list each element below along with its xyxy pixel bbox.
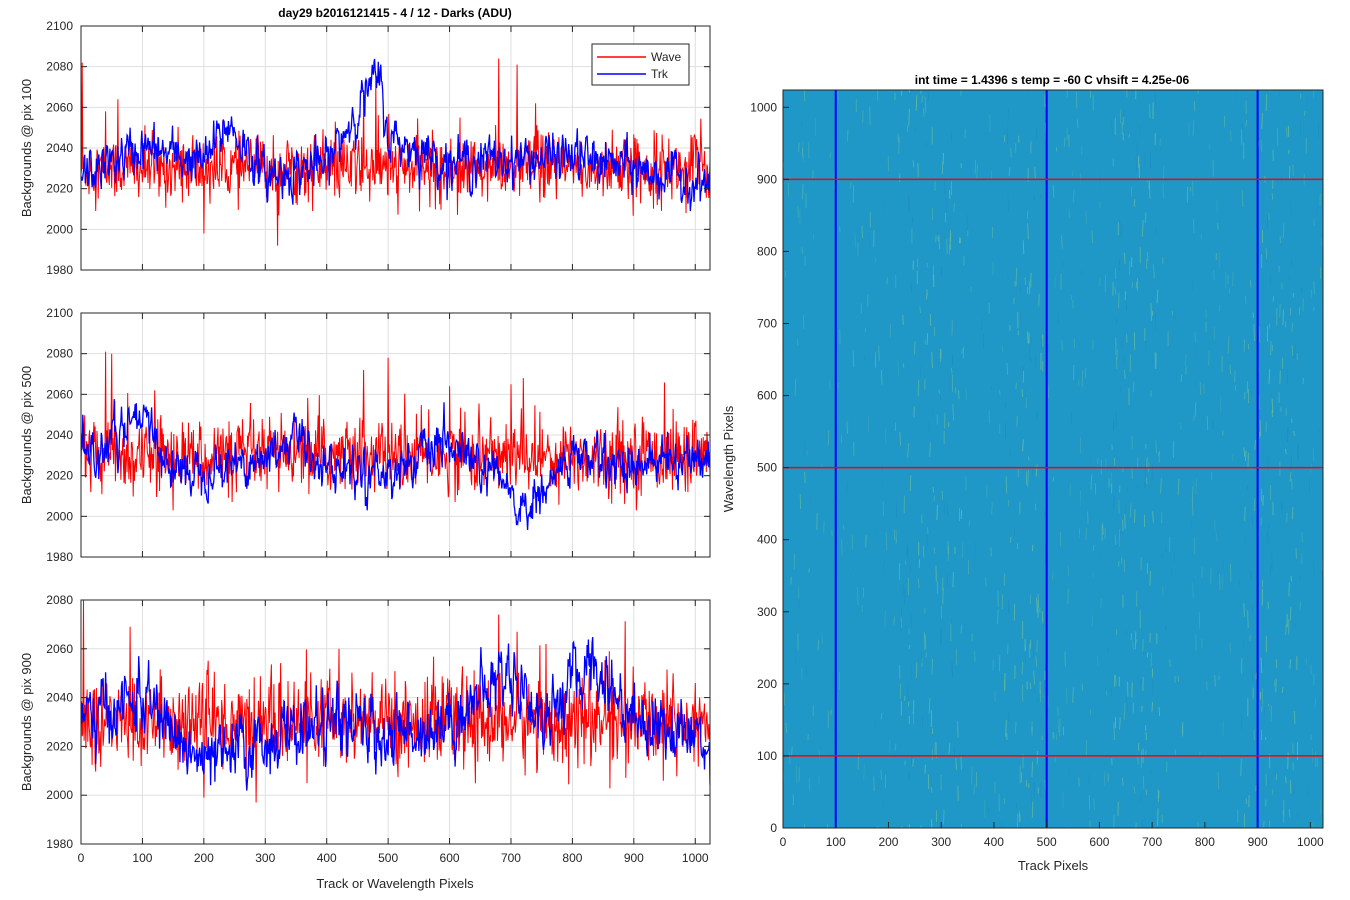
heatmap-y-tick-label: 600 <box>757 389 777 403</box>
panel-1-series-trk <box>81 58 710 212</box>
y-tick-label: 2100 <box>46 306 73 320</box>
heatmap-x-tick-label: 200 <box>878 835 898 849</box>
y-tick-label: 2080 <box>46 593 73 607</box>
panel-1-ticks: 1980 2000 2020 2040 2060 2080 2100 <box>46 19 710 277</box>
legend: Wave Trk <box>591 43 690 86</box>
y-tick-label: 2080 <box>46 347 73 361</box>
panel-2-series-trk <box>81 398 710 531</box>
y-tick-label: 2060 <box>46 642 73 656</box>
heatmap-y-tick-label: 700 <box>757 317 777 331</box>
x-tick-label: 400 <box>317 851 337 865</box>
y-tick-label: 2060 <box>46 100 73 114</box>
x-tick-label: 800 <box>562 851 582 865</box>
x-tick-label: 100 <box>132 851 152 865</box>
heatmap-panel: int time = 1.4396 s temp = -60 C vhsift … <box>721 73 1324 873</box>
y-tick-label: 2000 <box>46 788 73 802</box>
panel-3-ylabel: Backgrounds @ pix 900 <box>19 653 34 791</box>
panel-2: 1980 2000 2020 2040 2060 2080 2100 Backgrounds… <box>19 306 711 564</box>
y-tick-label: 2040 <box>46 141 73 155</box>
x-tick-label: 700 <box>501 851 521 865</box>
panel-1-plot-area <box>81 58 710 246</box>
heatmap-ticks: 0 100 200 300 400 500 600 700 800 900 1000 0 100 200 3… <box>750 100 1324 849</box>
x-tick-label: 600 <box>440 851 460 865</box>
heatmap-image <box>783 90 1323 828</box>
y-tick-label: 2000 <box>46 509 73 523</box>
heatmap-frame <box>782 89 1324 829</box>
heatmap-x-tick-label: 400 <box>984 835 1004 849</box>
panel-3-plot-area <box>81 600 710 803</box>
legend-wave-label: Wave <box>651 50 682 64</box>
heatmap-y-tick-label: 0 <box>770 821 777 835</box>
heatmap-x-tick-label: 500 <box>1037 835 1057 849</box>
heatmap-y-tick-label: 400 <box>757 533 777 547</box>
panel-2-ylabel: Backgrounds @ pix 500 <box>19 366 34 504</box>
panel-3-frame <box>80 599 711 845</box>
y-tick-label: 2020 <box>46 182 73 196</box>
heatmap-title: int time = 1.4396 s temp = -60 C vhsift … <box>915 73 1190 87</box>
y-tick-label: 2080 <box>46 60 73 74</box>
heatmap-x-tick-label: 700 <box>1142 835 1162 849</box>
heatmap-ylabel: Wavelength Pixels <box>721 405 736 512</box>
heatmap-y-tick-label: 300 <box>757 605 777 619</box>
heatmap-x-tick-label: 300 <box>931 835 951 849</box>
heatmap-x-tick-label: 900 <box>1248 835 1268 849</box>
heatmap-y-tick-label: 1000 <box>750 100 777 114</box>
heatmap-x-tick-label: 1000 <box>1297 835 1324 849</box>
heatmap-x-tick-label: 600 <box>1089 835 1109 849</box>
panel-2-plot-area <box>81 351 710 531</box>
heatmap-y-tick-label: 200 <box>757 677 777 691</box>
heatmap-x-tick-label: 0 <box>780 835 787 849</box>
y-tick-label: 2100 <box>46 19 73 33</box>
heatmap-markers <box>783 90 1323 828</box>
y-tick-label: 2020 <box>46 739 73 753</box>
heatmap-y-tick-label: 900 <box>757 172 777 186</box>
x-tick-label: 200 <box>194 851 214 865</box>
x-tick-label: 900 <box>624 851 644 865</box>
heatmap-y-tick-label: 800 <box>757 244 777 258</box>
legend-box <box>591 43 690 86</box>
figure-title: day29 b2016121415 - 4 / 12 - Darks (ADU) <box>278 6 511 20</box>
heatmap-y-tick-label: 100 <box>757 749 777 763</box>
panel-3-ticks: 0 100 200 300 400 500 600 700 800 900 1000 1980 2000… <box>46 593 710 865</box>
heatmap-x-tick-label: 100 <box>826 835 846 849</box>
x-tick-label: 500 <box>378 851 398 865</box>
y-tick-label: 1980 <box>46 837 73 851</box>
panel-2-ticks: 1980 2000 2020 2040 2060 2080 2100 <box>46 306 710 564</box>
heatmap-xlabel: Track Pixels <box>1018 858 1089 873</box>
legend-trk-label: Trk <box>651 67 669 81</box>
y-tick-label: 2040 <box>46 691 73 705</box>
figure-xlabel: Track or Wavelength Pixels <box>316 876 474 891</box>
y-tick-label: 1980 <box>46 550 73 564</box>
y-tick-label: 2060 <box>46 387 73 401</box>
y-tick-label: 1980 <box>46 263 73 277</box>
y-tick-label: 2040 <box>46 428 73 442</box>
y-tick-label: 2020 <box>46 469 73 483</box>
x-tick-label: 1000 <box>682 851 709 865</box>
x-tick-label: 300 <box>255 851 275 865</box>
panel-3-series-trk <box>81 637 710 791</box>
panel-1-ylabel: Backgrounds @ pix 100 <box>19 79 34 217</box>
heatmap-y-tick-label: 500 <box>757 461 777 475</box>
heatmap-x-tick-label: 800 <box>1195 835 1215 849</box>
panel-3: 0 100 200 300 400 500 600 700 800 900 1000 1980 2000… <box>19 593 711 891</box>
x-tick-label: 0 <box>78 851 85 865</box>
panel-1: 1980 2000 2020 2040 2060 2080 2100 Backgrounds… <box>19 19 711 277</box>
y-tick-label: 2000 <box>46 222 73 236</box>
